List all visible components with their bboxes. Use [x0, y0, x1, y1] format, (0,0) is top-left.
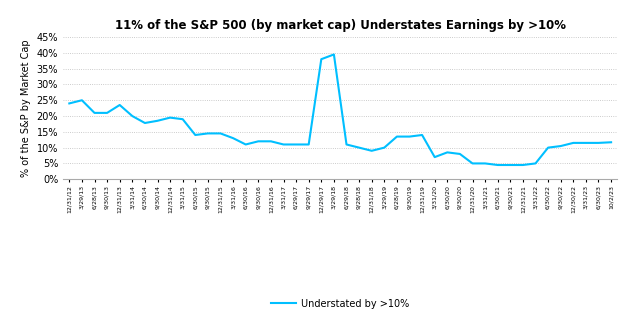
- Understated by >10%: [242, 143, 249, 146]
- Understated by >10%: [595, 141, 602, 145]
- Understated by >10%: [192, 133, 199, 137]
- Understated by >10%: [418, 133, 426, 137]
- Understated by >10%: [570, 141, 577, 145]
- Understated by >10%: [292, 143, 300, 146]
- Understated by >10%: [406, 135, 413, 138]
- Understated by >10%: [481, 162, 489, 165]
- Legend: Understated by >10%: Understated by >10%: [268, 295, 413, 309]
- Understated by >10%: [431, 155, 438, 159]
- Understated by >10%: [368, 149, 375, 153]
- Understated by >10%: [507, 163, 514, 167]
- Understated by >10%: [255, 139, 262, 143]
- Understated by >10%: [179, 117, 186, 121]
- Understated by >10%: [103, 111, 111, 115]
- Title: 11% of the S&P 500 (by market cap) Understates Earnings by >10%: 11% of the S&P 500 (by market cap) Under…: [115, 19, 566, 32]
- Understated by >10%: [456, 152, 464, 156]
- Understated by >10%: [544, 146, 552, 150]
- Understated by >10%: [129, 114, 136, 118]
- Understated by >10%: [519, 163, 527, 167]
- Understated by >10%: [66, 102, 73, 105]
- Understated by >10%: [318, 57, 325, 61]
- Understated by >10%: [532, 162, 539, 165]
- Understated by >10%: [393, 135, 401, 138]
- Understated by >10%: [280, 143, 287, 146]
- Y-axis label: % of the S&P by Market Cap: % of the S&P by Market Cap: [21, 39, 31, 177]
- Understated by >10%: [141, 121, 149, 125]
- Understated by >10%: [607, 140, 615, 144]
- Understated by >10%: [229, 136, 237, 140]
- Understated by >10%: [330, 53, 338, 56]
- Understated by >10%: [305, 143, 312, 146]
- Understated by >10%: [91, 111, 98, 115]
- Understated by >10%: [381, 146, 388, 150]
- Understated by >10%: [469, 162, 476, 165]
- Understated by >10%: [78, 98, 86, 102]
- Understated by >10%: [355, 146, 363, 150]
- Understated by >10%: [494, 163, 501, 167]
- Understated by >10%: [116, 103, 123, 107]
- Understated by >10%: [444, 150, 451, 154]
- Understated by >10%: [582, 141, 590, 145]
- Understated by >10%: [557, 144, 564, 148]
- Understated by >10%: [166, 116, 174, 120]
- Understated by >10%: [217, 132, 224, 135]
- Understated by >10%: [154, 119, 161, 123]
- Line: Understated by >10%: Understated by >10%: [69, 54, 611, 165]
- Understated by >10%: [267, 139, 275, 143]
- Understated by >10%: [343, 143, 350, 146]
- Understated by >10%: [204, 132, 212, 135]
